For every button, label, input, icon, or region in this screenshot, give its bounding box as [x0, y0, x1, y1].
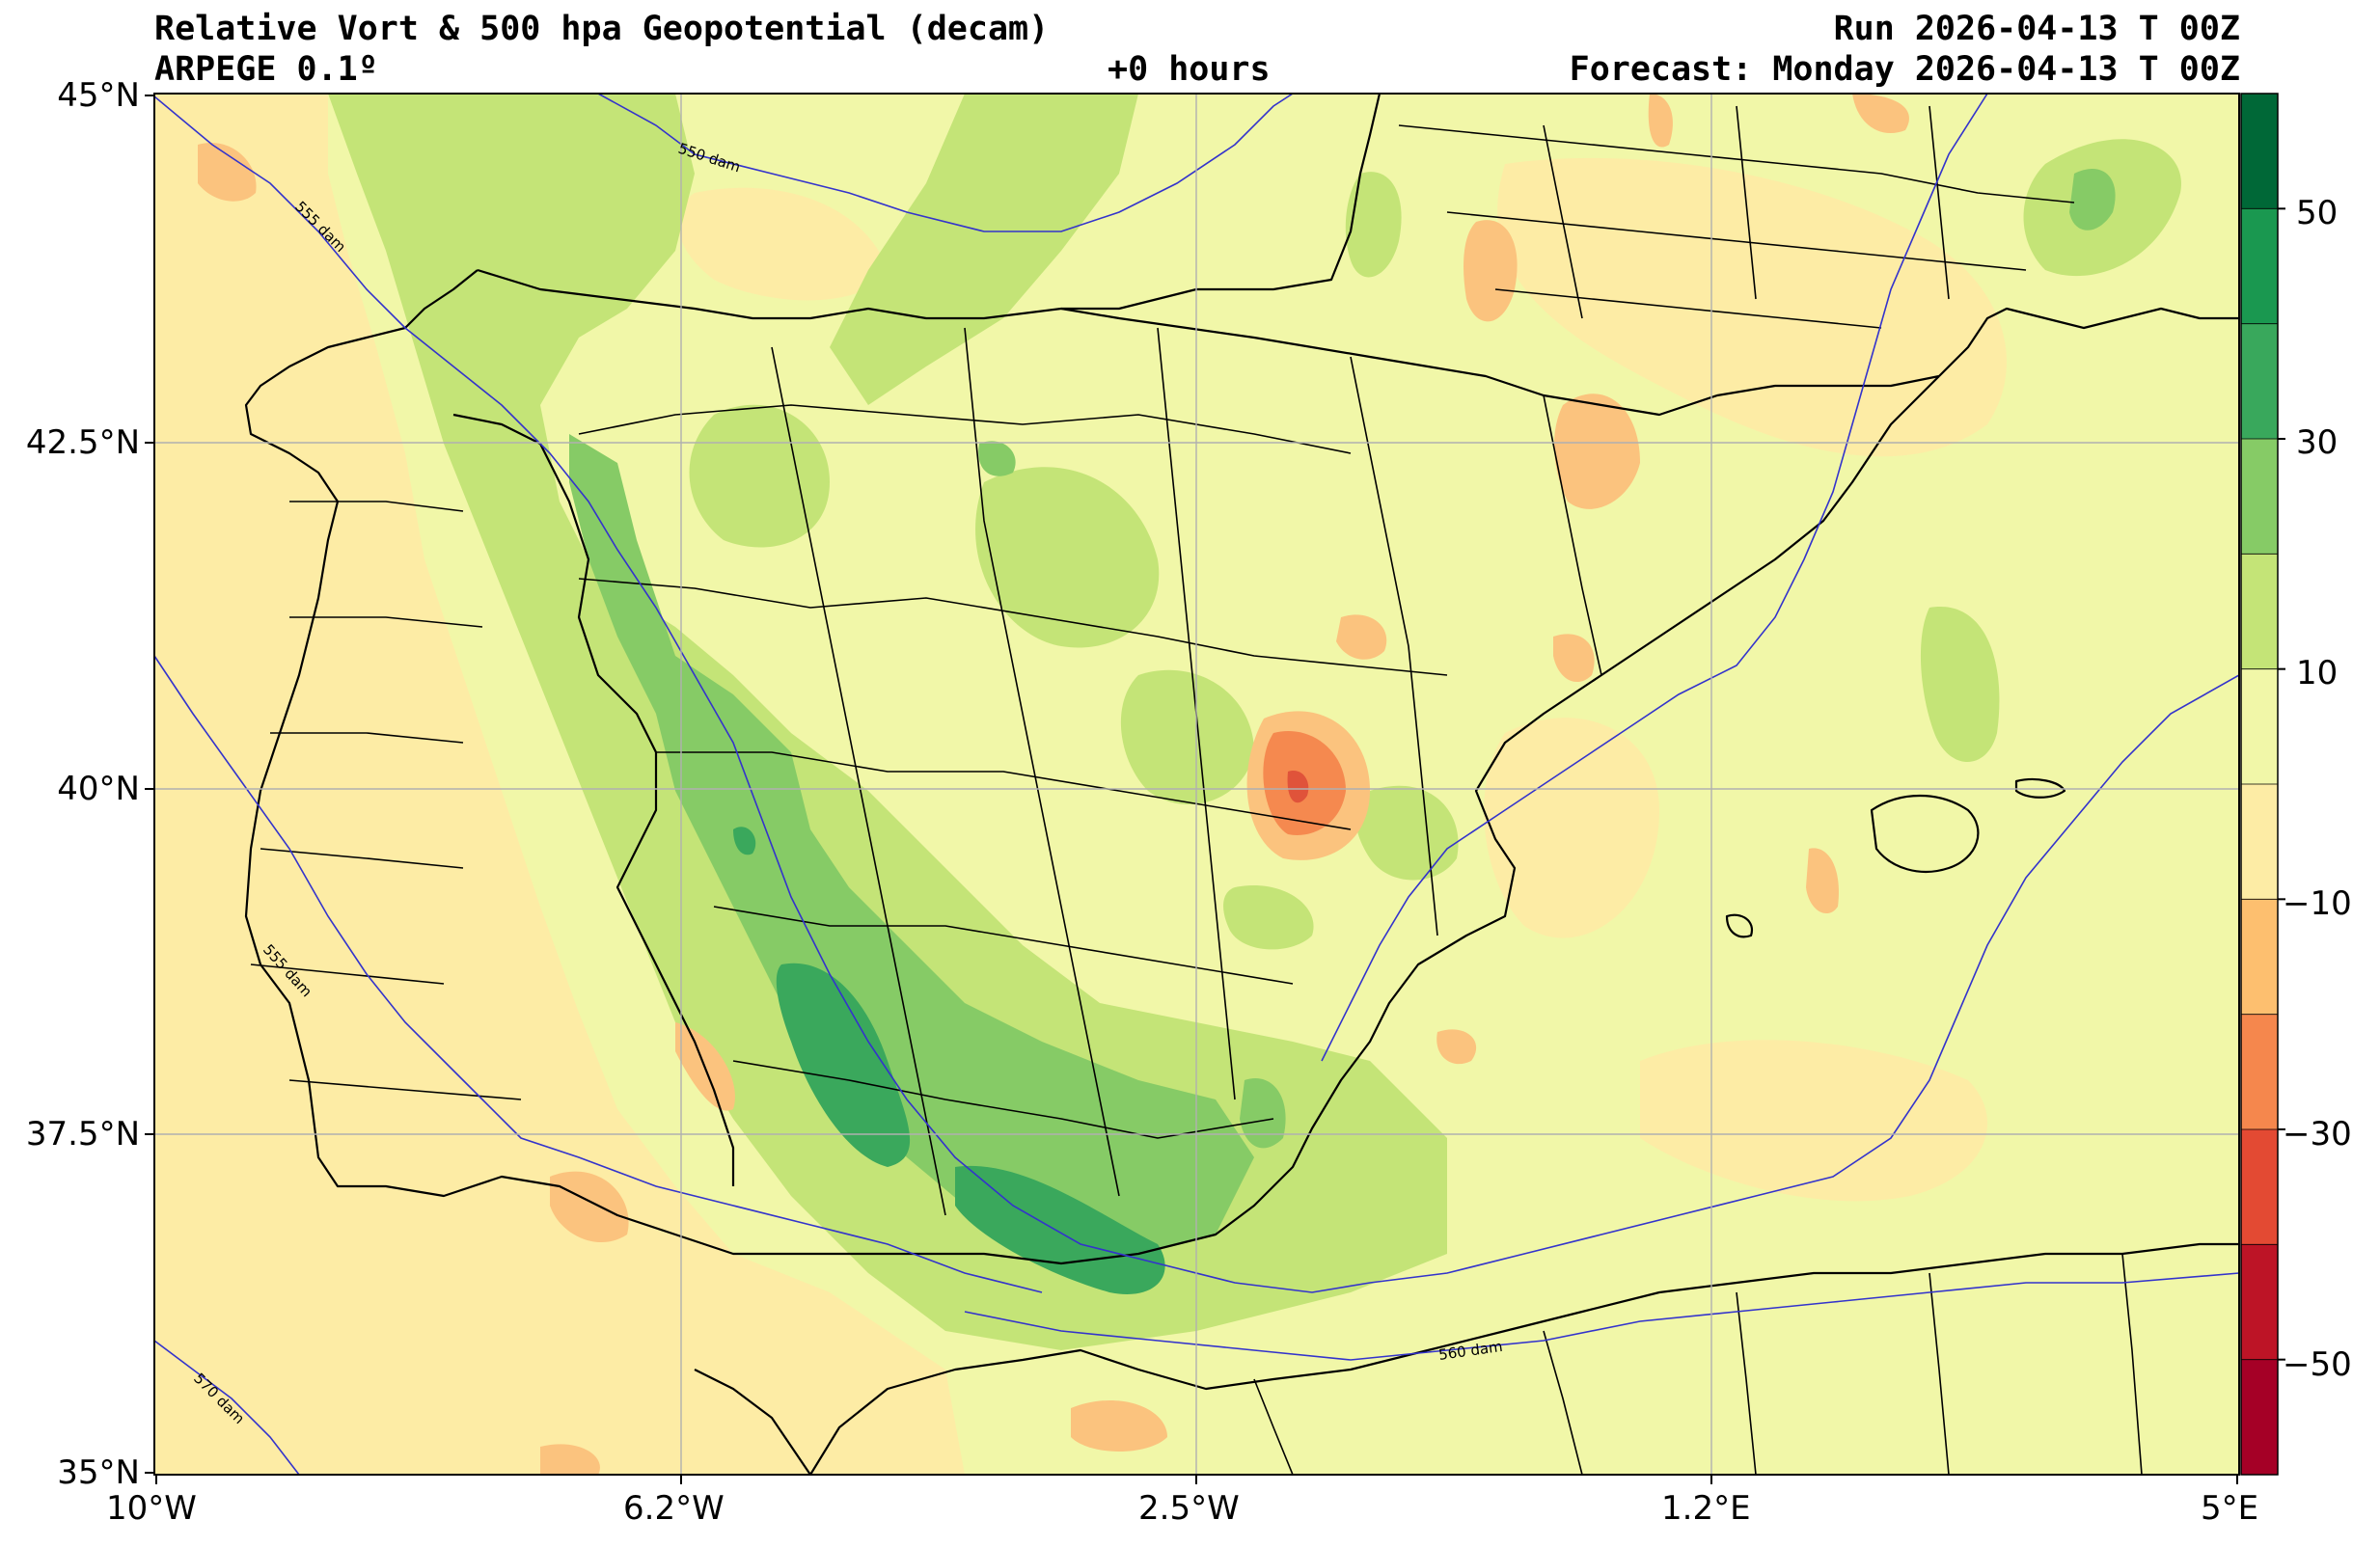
isohypse-555-west	[154, 655, 1043, 1293]
field-orange-ebro	[1553, 634, 1595, 683]
colorbar-bin	[2241, 1244, 2278, 1360]
field-orange-morocco	[540, 1444, 600, 1475]
colorbar-label-minus-10: −10	[2283, 884, 2352, 923]
colorbar-label-10: 10	[2296, 654, 2339, 692]
colorbar-bin	[2241, 1129, 2278, 1245]
colorbar-label-30: 30	[2296, 423, 2339, 462]
field-orange-murcia	[1436, 1029, 1477, 1065]
graticule	[154, 94, 2239, 1475]
colorbar-label-minus-30: −30	[2283, 1115, 2352, 1153]
colorbar-bin	[2241, 94, 2278, 209]
spain-portugal-border	[452, 413, 735, 1186]
field-orange-med-ne2	[1648, 94, 1673, 148]
field-red-valencia	[1287, 771, 1309, 803]
model-label: ARPEGE 0.1º	[154, 50, 378, 89]
lat-label-37-5n: 37.5°N	[25, 1115, 140, 1153]
menorca-outline	[2014, 777, 2066, 799]
field-negative-patch-se	[1640, 1040, 1987, 1202]
field-orange-alboran	[1071, 1399, 1167, 1452]
mallorca-outline	[1870, 795, 1980, 873]
field-green-dark-core-2	[955, 1165, 1165, 1294]
field-green-mid-blob-1	[1240, 1078, 1286, 1149]
coastlines-borders	[244, 94, 2239, 1475]
colorbar-bin	[2241, 1014, 2278, 1129]
field-orange-central	[1336, 614, 1387, 660]
france-department-borders	[1398, 105, 2075, 329]
province-border-2	[578, 578, 1448, 676]
lon-label-5e: 5°E	[2201, 1489, 2259, 1528]
field-green-mid-blob-3	[978, 441, 1016, 476]
lat-label-35n: 35°N	[57, 1453, 140, 1492]
lon-label-2-5w: 2.5°W	[1138, 1489, 1240, 1528]
province-border-9	[1350, 356, 1438, 936]
field-green-light-blob-8	[1345, 172, 1402, 278]
field-orange-france	[1464, 220, 1518, 322]
geopotential-isohypses	[154, 94, 2239, 1475]
africa-coastline	[809, 1242, 2239, 1475]
morocco-atlantic-coast	[694, 1369, 811, 1475]
colorbar-bin	[2241, 1359, 2278, 1475]
field-green-dark-core-1	[776, 963, 911, 1167]
field-orange-balearic	[1806, 848, 1839, 914]
field-green-mid-blob-2	[2069, 168, 2116, 231]
colorbar-label-minus-50: −50	[2283, 1345, 2352, 1384]
colorbar-bin	[2241, 439, 2278, 555]
ibiza-outline	[1725, 913, 1754, 938]
colorbar-bin	[2241, 554, 2278, 669]
isohypse-570	[154, 1340, 300, 1475]
colorbar	[2241, 93, 2285, 1475]
province-border-1	[578, 404, 1352, 454]
field-green-mid-band	[569, 434, 1254, 1254]
colorbar-bin	[2241, 784, 2278, 900]
lat-label-45n: 45°N	[57, 76, 140, 115]
field-green-light-blob-3	[1120, 669, 1254, 805]
field-green-light-blob-1	[689, 404, 830, 548]
colorbar-bin	[2241, 899, 2278, 1015]
field-green-light-plume-n	[830, 94, 1138, 405]
spain-france-border	[1060, 307, 1940, 417]
field-negative-patch-atl-n	[677, 187, 888, 301]
colorbar-bin	[2241, 323, 2278, 439]
gulf-of-lion-coast	[1938, 307, 2239, 377]
colorbar-frame	[2240, 93, 2279, 1476]
field-orange-cadiz	[550, 1171, 629, 1243]
field-green-light-blob-4	[1920, 607, 2000, 762]
province-border-10	[1543, 394, 1602, 676]
colorbar-bin	[2241, 668, 2278, 784]
iberia-coastline	[244, 269, 1940, 1265]
province-border-7	[964, 327, 1120, 1197]
field-green-light-blob-6	[1355, 785, 1459, 881]
lead-time-label: +0 hours	[1108, 50, 1271, 89]
isohypse-east	[1321, 94, 1988, 1062]
province-border-6	[771, 346, 946, 1216]
field-orange-med-ne	[1852, 94, 1909, 134]
axis-ticks	[145, 95, 2238, 1484]
isohypse-550	[597, 94, 1294, 232]
field-green-dark-core-3	[733, 827, 756, 855]
lat-label-42-5n: 42.5°N	[25, 423, 140, 462]
africa-region-borders	[1253, 1253, 2143, 1475]
isohypse-560	[964, 1272, 2239, 1361]
chart-title: Relative Vort & 500 hpa Geopotential (de…	[154, 10, 1050, 48]
field-negative-patch-ne	[1497, 157, 2007, 457]
province-border-3	[656, 751, 1352, 830]
forecast-label: Forecast: Monday 2026-04-13 T 00Z	[1569, 50, 2240, 89]
run-label: Run 2026-04-13 T 00Z	[1833, 10, 2240, 48]
field-orange-pyrenees	[1553, 394, 1640, 509]
field-green-light-blob-7	[1223, 885, 1314, 950]
portugal-district-border	[250, 501, 522, 1100]
lon-label-1-2e: 1.2°E	[1661, 1489, 1751, 1528]
field-green-light-blob-2	[975, 467, 1160, 648]
colorbar-bin	[2241, 208, 2278, 324]
lat-label-40n: 40°N	[57, 770, 140, 808]
lon-label-6-2w: 6.2°W	[623, 1489, 725, 1528]
colorbar-label-50: 50	[2296, 194, 2339, 232]
isohypse-555	[154, 95, 2239, 1293]
field-negative-patch-e	[1484, 718, 1659, 938]
field-orange-atlantic-nw	[198, 143, 257, 202]
field-green-light-band	[328, 94, 1447, 1350]
lon-label-10w: 10°W	[106, 1489, 197, 1528]
